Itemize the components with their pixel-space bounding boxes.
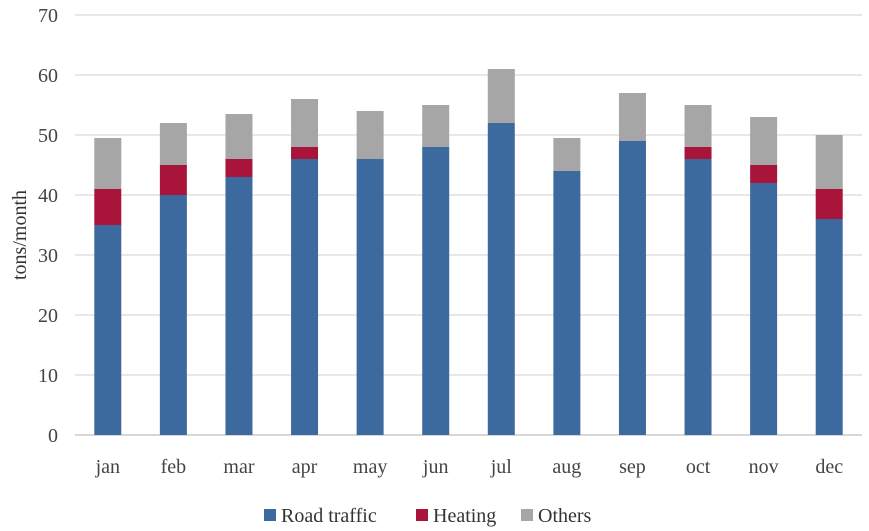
- bar-segment-road-traffic-jul: [487, 123, 515, 435]
- x-tick-label: aug: [552, 456, 581, 478]
- bar-segment-road-traffic-nov: [750, 183, 778, 435]
- bar-segment-heating-apr: [291, 147, 319, 159]
- bar-segment-heating-jan: [94, 189, 122, 225]
- bar-segment-heating-nov: [750, 165, 778, 183]
- gridlines: [75, 14, 862, 436]
- bar-segment-others-may: [356, 111, 384, 159]
- x-tick-label: sep: [619, 456, 646, 478]
- x-tick-label: may: [353, 456, 387, 478]
- bar-segment-others-apr: [291, 99, 319, 147]
- y-tick-label: 40: [38, 185, 58, 207]
- bar-segment-others-aug: [553, 138, 581, 171]
- y-tick-label: 30: [38, 245, 58, 267]
- bar-segment-road-traffic-oct: [684, 159, 712, 435]
- bar-segment-others-jul: [487, 69, 515, 123]
- bar-segment-heating-dec: [815, 189, 843, 219]
- bar-segment-road-traffic-aug: [553, 171, 581, 435]
- legend-swatch: [264, 509, 276, 521]
- bar-segment-others-mar: [225, 114, 253, 159]
- bars: [94, 69, 843, 435]
- legend-swatch: [521, 509, 533, 521]
- legend-label: Heating: [433, 505, 496, 527]
- x-tick-label: dec: [815, 456, 843, 478]
- bar-segment-road-traffic-may: [356, 159, 384, 435]
- bar-segment-others-feb: [159, 123, 187, 165]
- bar-segment-heating-oct: [684, 147, 712, 159]
- legend-swatch: [416, 509, 428, 521]
- bar-segment-heating-mar: [225, 159, 253, 177]
- bar-segment-others-sep: [618, 93, 646, 141]
- bar-segment-others-nov: [750, 117, 778, 165]
- y-tick-label: 10: [38, 365, 58, 387]
- bar-segment-heating-feb: [159, 165, 187, 195]
- bar-segment-road-traffic-jan: [94, 225, 122, 435]
- legend-label: Others: [538, 505, 592, 527]
- x-axis-ticks: jan feb mar apr may jun jul aug sep oct nov dec: [95, 456, 844, 478]
- x-tick-label: apr: [292, 456, 318, 478]
- bar-segment-road-traffic-apr: [291, 159, 319, 435]
- y-axis-ticks: 0 10 20 30 40 50 60 70: [38, 5, 58, 447]
- legend: Road traffic Heating Others: [264, 505, 592, 527]
- x-tick-label: feb: [161, 456, 187, 478]
- x-tick-label: jun: [422, 456, 449, 478]
- bar-segment-others-jun: [422, 105, 450, 147]
- bar-segment-others-dec: [815, 135, 843, 189]
- y-axis-title: tons/month: [9, 190, 31, 280]
- x-tick-label: jan: [95, 456, 120, 478]
- legend-label: Road traffic: [281, 505, 377, 527]
- x-tick-label: oct: [686, 456, 711, 478]
- x-tick-label: nov: [749, 456, 779, 478]
- y-tick-label: 0: [48, 425, 58, 447]
- bar-segment-road-traffic-feb: [159, 195, 187, 435]
- y-tick-label: 70: [38, 5, 58, 27]
- x-tick-label: mar: [223, 456, 254, 478]
- y-tick-label: 60: [38, 65, 58, 87]
- bar-segment-road-traffic-dec: [815, 219, 843, 435]
- y-tick-label: 20: [38, 305, 58, 327]
- bar-segment-others-oct: [684, 105, 712, 147]
- y-tick-label: 50: [38, 125, 58, 147]
- bar-segment-others-jan: [94, 138, 122, 189]
- bar-segment-road-traffic-mar: [225, 177, 253, 435]
- x-tick-label: jul: [490, 456, 513, 478]
- bar-segment-road-traffic-jun: [422, 147, 450, 435]
- bar-segment-road-traffic-sep: [618, 141, 646, 435]
